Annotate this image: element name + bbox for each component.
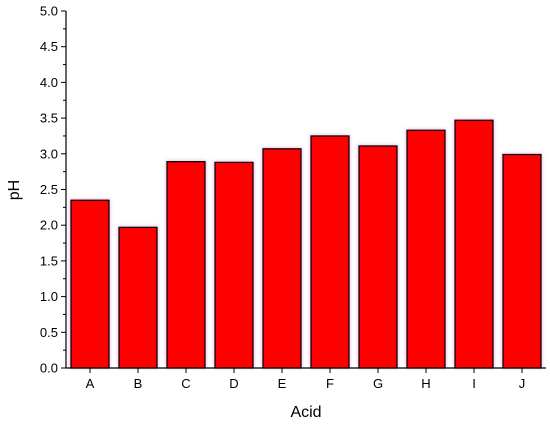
y-tick-label: 0.0 — [40, 361, 58, 376]
bars-group — [70, 119, 542, 369]
y-tick-label: 1.5 — [40, 253, 58, 268]
y-tick-label: 2.0 — [40, 218, 58, 233]
x-tick-label: J — [519, 376, 526, 391]
bar-J — [502, 153, 542, 369]
y-tick-label: 3.5 — [40, 111, 58, 126]
y-tick-label: 1.0 — [40, 289, 58, 304]
x-axis-title: Acid — [290, 404, 321, 421]
y-tick-label: 4.0 — [40, 75, 58, 90]
bar-E — [262, 148, 302, 369]
x-tick-label: D — [229, 376, 238, 391]
bar-B — [118, 226, 158, 369]
x-ticks-group: A B C D E F G H I J — [86, 368, 526, 391]
x-tick-label: B — [134, 376, 143, 391]
y-tick-label: 3.0 — [40, 146, 58, 161]
bar-C — [166, 161, 206, 369]
y-tick-label: 5.0 — [40, 4, 58, 19]
bar-G — [358, 145, 398, 369]
y-axis-title: pH — [6, 180, 23, 200]
x-tick-label: H — [421, 376, 430, 391]
x-tick-label: E — [278, 376, 287, 391]
y-tick-label: 0.5 — [40, 325, 58, 340]
bar-A — [70, 199, 110, 369]
y-ticks-group: 0.0 0.5 1.0 1.5 2.0 2.5 3.0 3.5 4.0 4.5 5.0 — [40, 4, 66, 376]
bar-D — [214, 161, 254, 369]
x-tick-label: C — [181, 376, 190, 391]
bar-I — [454, 119, 494, 369]
x-tick-label: G — [373, 376, 383, 391]
x-tick-label: A — [86, 376, 95, 391]
bar-H — [406, 129, 446, 369]
x-tick-label: F — [326, 376, 334, 391]
bar-F — [310, 135, 350, 369]
y-tick-label: 2.5 — [40, 182, 58, 197]
y-tick-label: 4.5 — [40, 39, 58, 54]
x-tick-label: I — [472, 376, 476, 391]
